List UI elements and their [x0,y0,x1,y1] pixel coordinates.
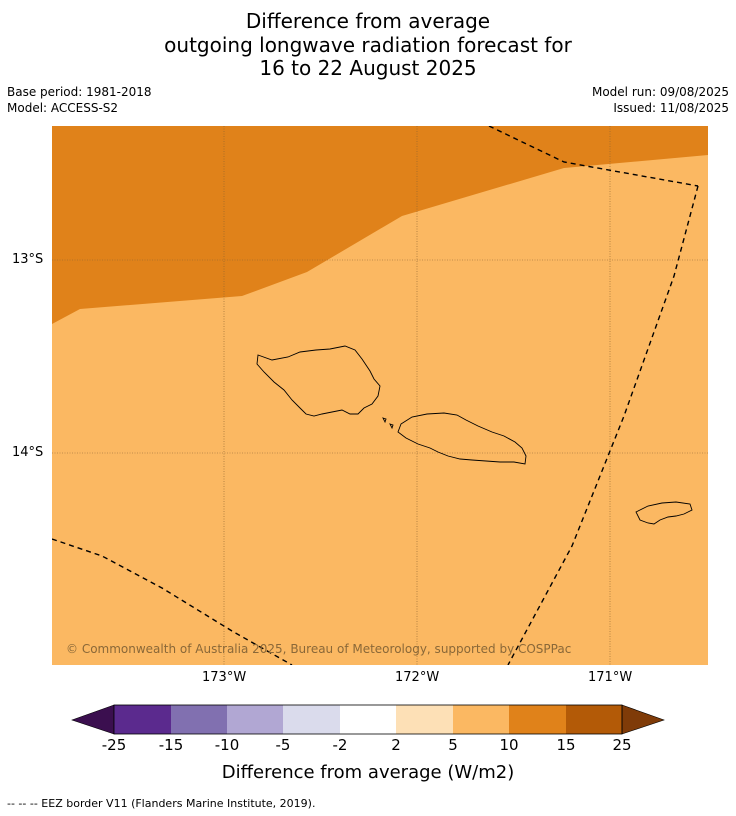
colorbar-label-minus2: -2 [332,736,348,754]
graticule [52,126,708,665]
colorbar-label-minus15: -15 [158,736,184,754]
colorbar-bin-7 [453,705,509,734]
colorbar-label-minus10: -10 [214,736,240,754]
colorbar-bin-6 [396,705,453,734]
base-period-text: Base period: 1981-2018 [7,85,152,99]
colorbar-bin-2 [171,705,227,734]
colorbar-label-25: 25 [612,736,632,754]
eez-footnote: -- -- -- EEZ border V11 (Flanders Marine… [7,797,316,810]
colorbar-bin-4 [283,705,340,734]
eez-border-southwest [52,538,293,665]
colorbar-label-2: 2 [391,736,401,754]
colorbar-label-5: 5 [448,736,458,754]
colorbar-extend-high [621,704,665,735]
colorbar-bin-9 [566,705,622,734]
eez-borders [52,126,699,665]
colorbar-bin-3 [227,705,283,734]
colorbar-label-15: 15 [556,736,576,754]
model-text: Model: ACCESS-S2 [7,101,119,115]
colorbar-frame [113,704,623,735]
savaii-island [256,345,381,417]
colorbar-bin-5 [340,705,396,734]
lon-label-173w: 173°W [202,670,247,685]
apolima-manono-islets [382,417,394,430]
chart-title-line1: Difference from average [245,9,491,33]
chart-title-line2: outgoing longwave radiation forecast for [164,33,572,57]
tutuila-island [635,501,693,525]
colorbar-label-minus25: -25 [101,736,127,754]
issued-text: Issued: 11/08/2025 [613,101,729,115]
coastlines [256,345,693,525]
chart-title-line3: 16 to 22 August 2025 [259,56,477,80]
anomaly-region-10-15 [52,126,708,324]
colorbar-label-10: 10 [499,736,519,754]
colorbar-title: Difference from average (W/m2) [221,762,515,783]
lon-label-171w: 171°W [588,670,633,685]
lat-label-14s: 14°S [12,445,44,460]
lat-label-13s: 13°S [12,252,44,267]
colorbar-bin-8 [509,705,566,734]
anomaly-map: © Commonwealth of Australia 2025, Bureau… [52,126,708,665]
upolu-island [397,412,527,465]
eez-border-north [488,126,699,187]
model-run-text: Model run: 09/08/2025 [591,85,729,99]
copyright-text: © Commonwealth of Australia 2025, Bureau… [66,642,571,656]
eez-border-east [507,185,699,665]
colorbar-label-minus5: -5 [275,736,291,754]
lon-label-172w: 172°W [395,670,440,685]
colorbar-bin-1 [114,705,171,734]
colorbar [71,704,665,735]
colorbar-extend-low [71,704,115,735]
